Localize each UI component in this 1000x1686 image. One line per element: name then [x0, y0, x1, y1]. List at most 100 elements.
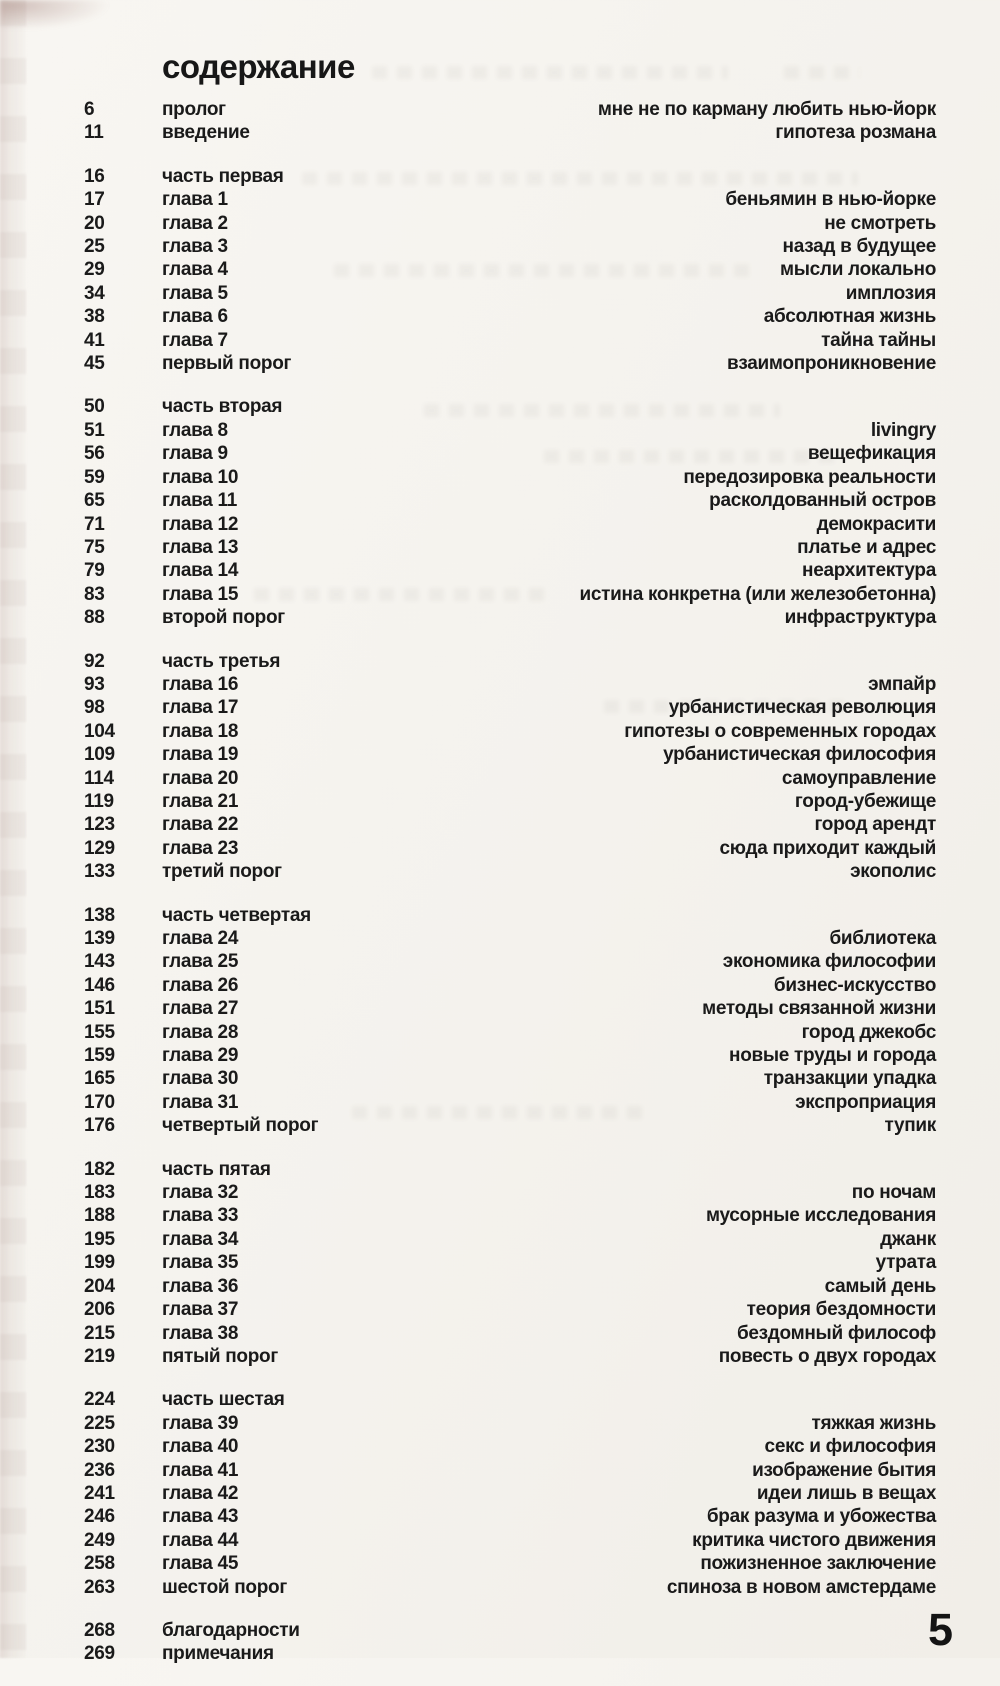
toc-entry-label: глава 41 — [162, 1459, 239, 1481]
toc-entry-label: глава 6 — [162, 306, 228, 328]
toc-page-number: 249 — [84, 1529, 115, 1551]
toc-row: 45 первый порог взаимопроникновение — [84, 352, 936, 375]
toc-row: 79 глава 14 неархитектура — [84, 559, 936, 582]
toc-row: 93 глава 16 эмпайр — [84, 673, 936, 696]
toc-page-number: 176 — [84, 1115, 115, 1137]
toc-entry-title: демокрасити — [816, 513, 937, 535]
toc-entry-title: тупик — [884, 1115, 936, 1137]
toc-entry-title: вещефикация — [807, 443, 936, 465]
toc-entry-title: секс и философия — [764, 1436, 937, 1458]
toc-entry-label: глава 25 — [162, 951, 239, 973]
toc-entry-label: пятый порог — [162, 1345, 278, 1367]
toc-page-number: 59 — [84, 466, 105, 488]
toc-entry-title: гипотеза розмана — [775, 122, 936, 144]
toc-page-number: 41 — [84, 329, 105, 351]
toc-entry-label: четвертый порог — [162, 1115, 319, 1137]
toc-row: 236 глава 41 изображение бытия — [84, 1459, 936, 1482]
toc-entry-title: новые труды и города — [729, 1045, 936, 1067]
toc-row: 249 глава 44 критика чистого движения — [84, 1529, 936, 1552]
toc-entry-label: часть шестая — [162, 1389, 285, 1411]
toc-entry-title: назад в будущее — [782, 236, 937, 258]
toc-entry-label: глава 7 — [162, 329, 228, 351]
toc-page-number: 71 — [84, 513, 105, 535]
toc-entry-title: бизнес-искусство — [773, 974, 936, 996]
toc-entry-title: библиотека — [829, 928, 936, 949]
page-edge-shading — [0, 0, 26, 1658]
toc-page-number: 50 — [84, 396, 105, 418]
toc-page-number: 75 — [84, 536, 105, 558]
toc-page-number: 224 — [84, 1389, 115, 1411]
toc-page-number: 16 — [84, 165, 105, 187]
toc-row: 155 глава 28 город джекобс — [84, 1021, 936, 1044]
toc-row: 246 глава 43 брак разума и убожества — [84, 1505, 936, 1528]
toc-page-number: 98 — [84, 697, 105, 719]
toc-page-number: 139 — [84, 928, 115, 949]
toc-page-number: 133 — [84, 861, 115, 883]
toc-row: 114 глава 20 самоуправление — [84, 767, 936, 790]
toc-entry-label: глава 8 — [162, 419, 228, 441]
page-number: 5 — [927, 1604, 953, 1655]
toc-entry-label: глава 23 — [162, 837, 239, 859]
show-through-ghost — [254, 588, 550, 601]
toc-entry-label: глава 9 — [162, 443, 228, 465]
corner-smudge — [0, 0, 110, 30]
toc-entry-label: глава 36 — [162, 1275, 239, 1297]
toc-page-number: 83 — [84, 583, 105, 605]
toc-row: 258 глава 45 пожизненное заключение — [84, 1552, 936, 1575]
toc-entry-title: идеи лишь в вещах — [756, 1482, 936, 1504]
toc-entry-title: по ночам — [851, 1182, 937, 1204]
toc-entry-label: часть пятая — [162, 1158, 271, 1180]
toc-row: 204 глава 36 самый день — [84, 1275, 936, 1298]
show-through-ghost — [424, 404, 780, 417]
toc-entry-label: глава 33 — [162, 1205, 239, 1227]
toc-row: 6 пролог мне не по карману любить нью-йорк — [84, 98, 936, 121]
toc-row: 183 глава 32 по ночам — [84, 1181, 936, 1204]
toc-group: 268 благодарности 269 примечания — [84, 1619, 936, 1666]
toc-entry-title: абсолютная жизнь — [763, 306, 937, 328]
toc-entry-label: глава 27 — [162, 998, 239, 1020]
toc-row: 176 четвертый порог тупик — [84, 1114, 936, 1137]
page-title: содержание — [162, 48, 355, 85]
toc-entry-title: теория бездомности — [746, 1299, 937, 1321]
toc-entry-label: глава 42 — [162, 1482, 239, 1504]
toc-entry-label: пролог — [162, 99, 226, 120]
toc-page-number: 199 — [84, 1252, 115, 1274]
toc-entry-label: глава 24 — [162, 928, 239, 949]
toc-entry-label: глава 38 — [162, 1322, 239, 1344]
toc-entry-label: глава 40 — [162, 1436, 239, 1458]
toc-row: 241 глава 42 идеи лишь в вещах — [84, 1482, 936, 1505]
toc-row: 71 глава 12 демокрасити — [84, 513, 936, 536]
toc-row: 104 глава 18 гипотезы о современных города… — [84, 720, 936, 743]
toc-row: 195 глава 34 джанк — [84, 1228, 936, 1251]
toc-row: 109 глава 19 урбанистическая философия — [84, 743, 936, 766]
toc-entry-label: примечания — [162, 1643, 274, 1665]
toc-entry-label: глава 5 — [162, 282, 228, 304]
toc-row: 224 часть шестая — [84, 1388, 936, 1411]
toc-entry-title: взаимопроникновение — [727, 353, 936, 375]
toc-entry-label: глава 22 — [162, 814, 239, 836]
toc-entry-title: неархитектура — [802, 560, 936, 582]
toc-entry-label: шестой порог — [162, 1576, 287, 1598]
toc-page-number: 182 — [84, 1158, 115, 1180]
toc-entry-label: глава 18 — [162, 720, 239, 742]
toc-entry-title: эмпайр — [868, 673, 936, 695]
toc-row: 50 часть вторая — [84, 395, 936, 418]
toc-entry-label: часть третья — [162, 650, 281, 672]
toc-entry-title: мысли локально — [779, 259, 936, 281]
toc-page-number: 268 — [84, 1619, 115, 1641]
toc-group: 224 часть шестая 225 глава 39 тяжкая жизнь 23… — [84, 1388, 936, 1599]
toc-entry-title: урбанистическая революция — [668, 697, 937, 719]
toc-entry-label: введение — [162, 122, 250, 144]
toc-row: 219 пятый порог повесть о двух городах — [84, 1345, 936, 1368]
toc-entry-title: сюда приходит каждый — [719, 837, 937, 859]
show-through-ghost — [372, 66, 728, 79]
toc-entry-label: глава 1 — [162, 189, 228, 211]
toc-row: 98 глава 17 урбанистическая революция — [84, 696, 936, 719]
show-through-ghost — [352, 1106, 648, 1119]
toc-entry-title: экспроприация — [795, 1091, 936, 1113]
toc-row: 269 примечания — [84, 1642, 936, 1665]
toc-row: 20 глава 2 не смотреть — [84, 212, 936, 235]
toc-entry-title: город джекобс — [801, 1021, 937, 1043]
toc-row: 170 глава 31 экспроприация — [84, 1091, 936, 1114]
toc-entry-label: глава 2 — [162, 212, 228, 234]
